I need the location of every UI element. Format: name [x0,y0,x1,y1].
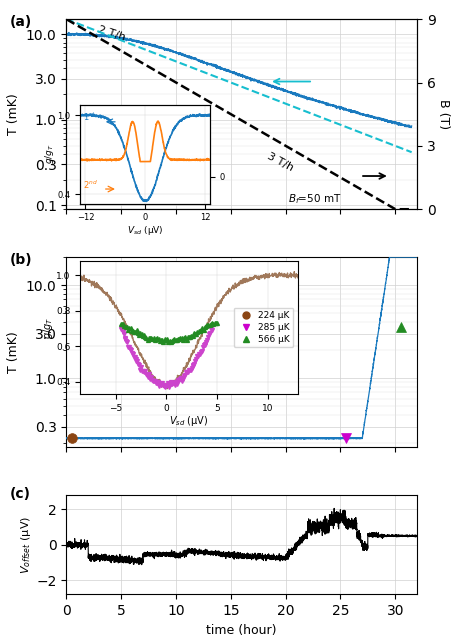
Y-axis label: T (mK): T (mK) [7,93,20,135]
Y-axis label: T (mK): T (mK) [7,331,20,373]
Text: (a): (a) [10,15,33,29]
Y-axis label: $V_{offset}$ (μV): $V_{offset}$ (μV) [19,516,34,574]
X-axis label: time (hour): time (hour) [207,624,277,636]
Text: $B_f$=50 mT: $B_f$=50 mT [288,192,341,206]
Text: (c): (c) [10,487,31,501]
Text: 2 T/h: 2 T/h [97,24,127,42]
Y-axis label: B (T): B (T) [437,99,450,129]
Text: (b): (b) [10,253,33,267]
Text: 3 T/h: 3 T/h [266,151,295,173]
